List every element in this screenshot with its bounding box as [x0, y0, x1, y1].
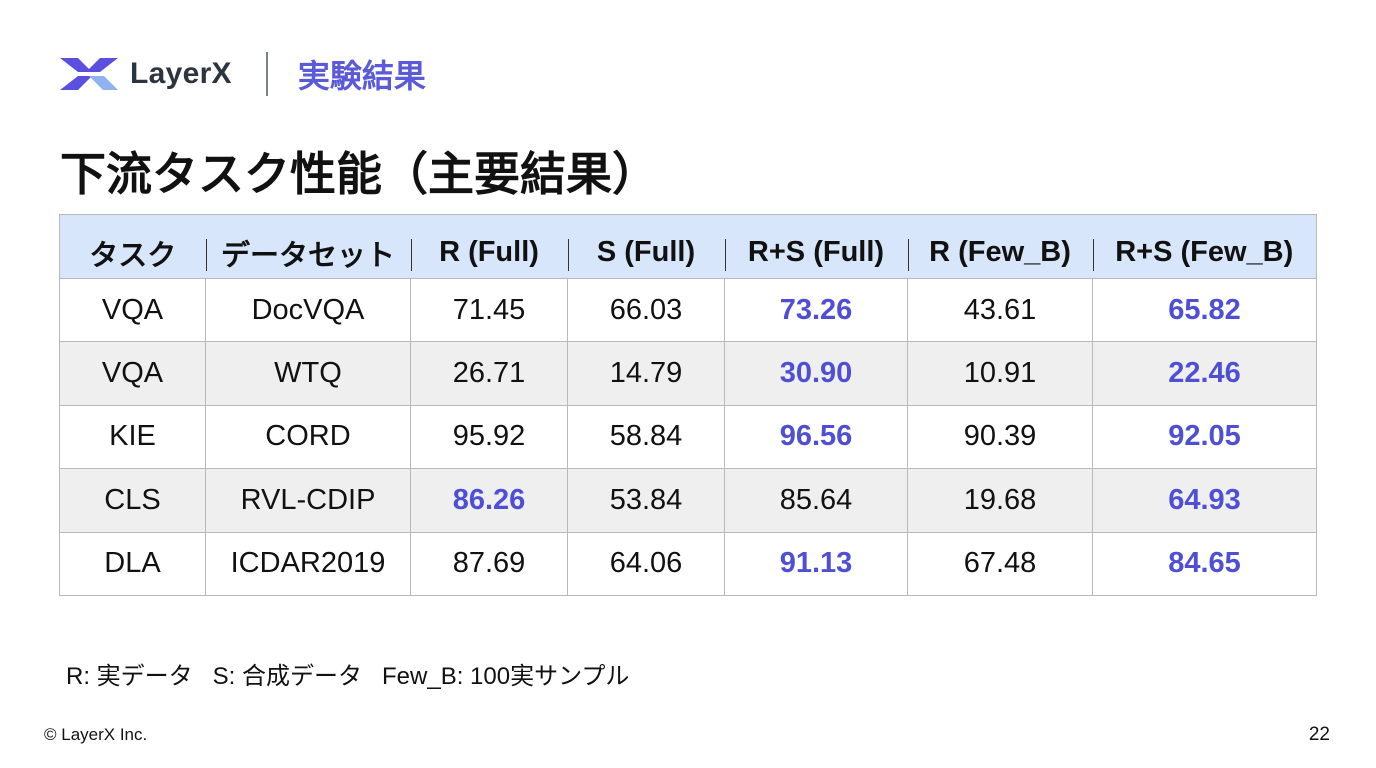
table-row: KIE CORD 95.92 58.84 96.56 90.39 92.05 [59, 404, 1317, 470]
table-cell: RVL-CDIP [205, 468, 411, 533]
table-cell: 30.90 [724, 341, 908, 406]
table-cell: 73.26 [724, 277, 908, 343]
header-separator [567, 239, 569, 271]
layerx-logo-icon [60, 58, 118, 90]
table-row: DLA ICDAR2019 87.69 64.06 91.13 67.48 84.65 [59, 531, 1317, 596]
table-cell: VQA [59, 341, 206, 406]
table-cell: 64.93 [1092, 468, 1317, 533]
table-cell: 96.56 [724, 404, 908, 470]
table-cell: 64.06 [567, 531, 725, 596]
header-separator [205, 239, 207, 271]
table-cell: CLS [59, 468, 206, 533]
abbreviation-legend: R: 実データ S: 合成データ Few_B: 100実サンプル [66, 663, 630, 690]
table-cell: 10.91 [907, 341, 1093, 406]
table-cell: 65.82 [1092, 277, 1317, 343]
table-header-row: タスク データセット R (Full) S (Full) R+S (Full) … [59, 214, 1317, 279]
table-cell: 71.45 [410, 277, 568, 343]
table-cell: ICDAR2019 [205, 531, 411, 596]
header-separator [1092, 239, 1094, 271]
header-separator [724, 239, 726, 271]
table-row: VQA WTQ 26.71 14.79 30.90 10.91 22.46 [59, 341, 1317, 406]
column-header: R (Few_B) [907, 214, 1093, 279]
results-table: タスク データセット R (Full) S (Full) R+S (Full) … [59, 214, 1317, 596]
table-cell: KIE [59, 404, 206, 470]
table-cell: 90.39 [907, 404, 1093, 470]
table-body: VQA DocVQA 71.45 66.03 73.26 43.61 65.82 VQA WTQ… [59, 277, 1317, 596]
table-cell: 19.68 [907, 468, 1093, 533]
table-cell: 22.46 [1092, 341, 1317, 406]
table-cell: 86.26 [410, 468, 568, 533]
table-cell: VQA [59, 277, 206, 343]
copyright: © LayerX Inc. [44, 725, 148, 744]
table-cell: CORD [205, 404, 411, 470]
column-header: R+S (Full) [724, 214, 908, 279]
table-cell: 84.65 [1092, 531, 1317, 596]
page-number: 22 [1308, 724, 1330, 745]
table-cell: DocVQA [205, 277, 411, 343]
column-header: データセット [205, 214, 411, 279]
column-header: R (Full) [410, 214, 568, 279]
table-cell: 87.69 [410, 531, 568, 596]
header-separator [907, 239, 909, 271]
section-label: 実験結果 [297, 58, 426, 94]
table-cell: 66.03 [567, 277, 725, 343]
table-cell: 91.13 [724, 531, 908, 596]
table-cell: 14.79 [567, 341, 725, 406]
table-row: VQA DocVQA 71.45 66.03 73.26 43.61 65.82 [59, 277, 1317, 343]
table-cell: 53.84 [567, 468, 725, 533]
table-row: CLS RVL-CDIP 86.26 53.84 85.64 19.68 64.93 [59, 468, 1317, 533]
header-divider [265, 52, 268, 96]
table-cell: WTQ [205, 341, 411, 406]
table-cell: 58.84 [567, 404, 725, 470]
table-cell: DLA [59, 531, 206, 596]
table-cell: 95.92 [410, 404, 568, 470]
brand-name: LayerX [130, 57, 232, 90]
slide-title: 下流タスク性能（主要結果） [60, 148, 658, 200]
column-header: S (Full) [567, 214, 725, 279]
header-separator [410, 239, 412, 271]
table-cell: 92.05 [1092, 404, 1317, 470]
slide-header: LayerX 実験結果 [58, 50, 426, 98]
table-cell: 67.48 [907, 531, 1093, 596]
column-header: R+S (Few_B) [1092, 214, 1317, 279]
column-header: タスク [59, 214, 206, 279]
table-cell: 43.61 [907, 277, 1093, 343]
table-cell: 85.64 [724, 468, 908, 533]
table-cell: 26.71 [410, 341, 568, 406]
